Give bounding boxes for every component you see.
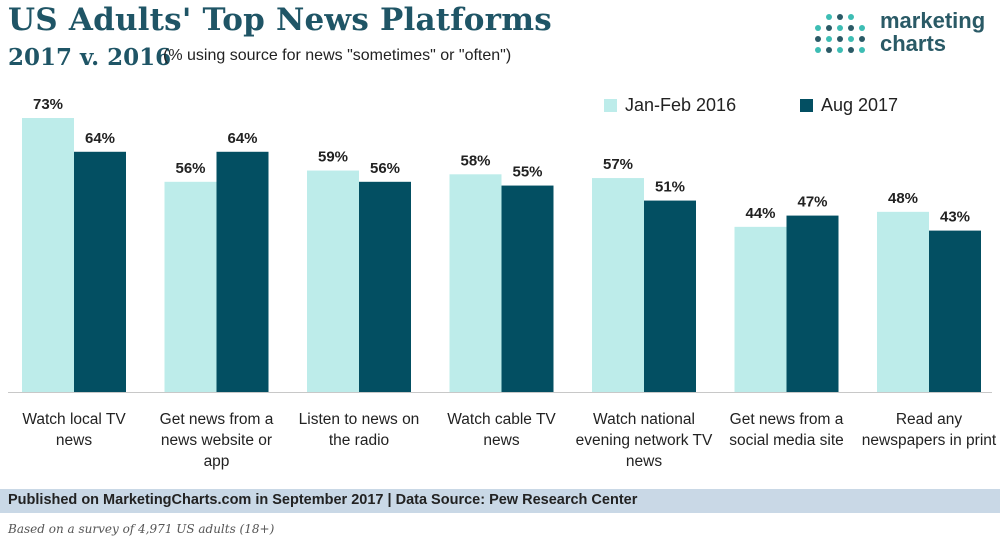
logo-dot <box>826 36 832 42</box>
data-label-2016-5: 44% <box>745 205 775 222</box>
logo-dot <box>826 25 832 31</box>
logo-dot <box>848 36 854 42</box>
bar-2017-4 <box>644 200 696 392</box>
data-label-2016-6: 48% <box>888 190 918 207</box>
logo-dot <box>837 47 843 53</box>
logo-dot <box>859 47 865 53</box>
category-label-4: Watch national evening network TV news <box>575 411 713 470</box>
data-label-2016-1: 56% <box>175 160 205 177</box>
data-label-2017-2: 56% <box>370 160 400 177</box>
bar-2016-4 <box>592 178 644 392</box>
legend-item-2016: Jan-Feb 2016 <box>604 93 736 117</box>
data-label-2017-5: 47% <box>797 194 827 211</box>
bar-2016-3 <box>449 174 502 392</box>
bar-2016-0 <box>22 118 74 392</box>
bar-2016-2 <box>307 170 359 392</box>
chart-note: (% using source for news "sometimes" or … <box>163 47 512 64</box>
logo-dot <box>859 36 865 42</box>
logo-dot <box>815 25 821 31</box>
marketingcharts-logo-icon <box>815 14 865 53</box>
logo-dot <box>848 25 854 31</box>
category-label-2: Listen to news on the radio <box>298 411 420 449</box>
data-label-2017-6: 43% <box>940 209 970 226</box>
data-label-2016-3: 58% <box>460 152 490 169</box>
logo-dot <box>859 25 865 31</box>
legend-swatch-2017 <box>800 98 813 112</box>
bar-2017-2 <box>359 181 411 392</box>
logo-dot <box>848 47 854 53</box>
category-label-6: Read any newspapers in print <box>861 411 997 449</box>
logo-dot <box>848 14 854 20</box>
data-label-2017-3: 55% <box>512 164 542 181</box>
legend-item-2017: Aug 2017 <box>800 93 898 117</box>
data-label-2017-0: 64% <box>85 130 115 147</box>
legend-swatch-2016 <box>604 98 617 112</box>
data-label-2016-2: 59% <box>318 149 348 166</box>
logo-dot <box>837 14 843 20</box>
data-label-2017-4: 51% <box>655 179 685 196</box>
chart-title: US Adults' Top News Platforms <box>8 2 552 38</box>
bar-2016-5 <box>734 226 787 392</box>
bar-2017-6 <box>929 230 981 392</box>
data-label-2017-1: 64% <box>227 130 257 147</box>
chart-subtitle: 2017 v. 2016 <box>8 44 172 71</box>
legend-label-2017: Aug 2017 <box>821 94 899 115</box>
bar-2017-1 <box>216 151 269 392</box>
category-label-1: Get news from a news website or app <box>159 411 274 470</box>
logo-dot <box>837 25 843 31</box>
bar-2017-3 <box>501 185 554 392</box>
bar-2017-0 <box>74 151 126 392</box>
footer-published: Published on MarketingCharts.com in Sept… <box>8 492 638 508</box>
logo-dot <box>815 47 821 53</box>
category-label-0: Watch local TV news <box>22 411 126 449</box>
data-label-2016-4: 57% <box>603 156 633 173</box>
bar-2016-6 <box>877 211 929 392</box>
category-label-5: Get news from a social media site <box>729 411 844 449</box>
logo-line-2: charts <box>880 31 947 56</box>
category-label-3: Watch cable TV news <box>447 411 556 449</box>
legend-label-2016: Jan-Feb 2016 <box>625 94 737 115</box>
logo-wordmark: marketing charts <box>880 9 985 55</box>
logo-dot <box>826 47 832 53</box>
footer-footnote: Based on a survey of 4,971 US adults (18… <box>8 522 275 536</box>
bar-2016-1 <box>164 181 217 392</box>
data-label-2016-0: 73% <box>33 96 63 113</box>
footer-bar <box>0 489 1000 513</box>
bar-2017-5 <box>786 215 839 392</box>
logo-dot <box>815 36 821 42</box>
logo-line-1: marketing <box>880 8 986 33</box>
logo-dot <box>837 36 843 42</box>
logo-dot <box>826 14 832 20</box>
